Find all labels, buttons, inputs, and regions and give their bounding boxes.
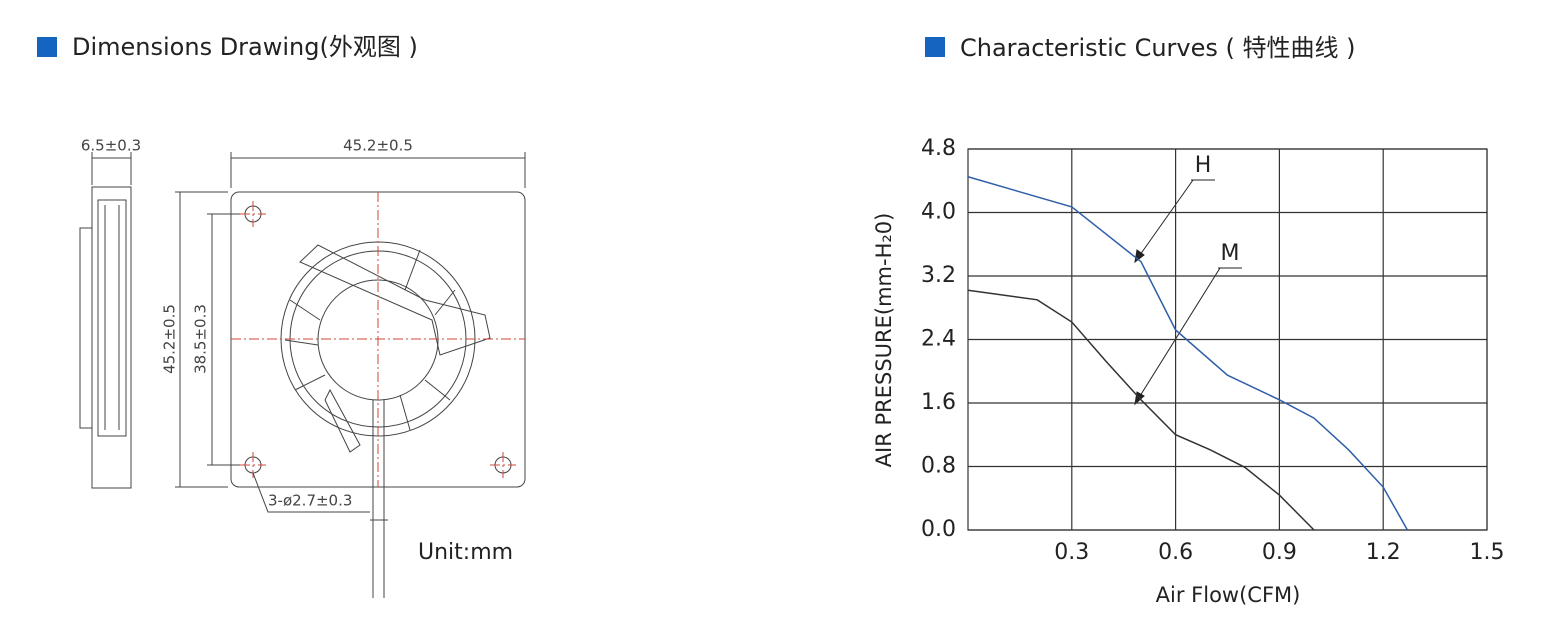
curve	[967, 176, 1409, 531]
y-tick-label: 2.4	[921, 327, 956, 352]
y-axis-label: AIR PRESSURE(mm-H₂0)	[872, 213, 896, 468]
x-tick-label: 1.2	[1366, 540, 1401, 565]
plot-frame	[967, 148, 1488, 531]
x-tick-label: 0.6	[1158, 540, 1193, 565]
title-square	[37, 37, 57, 57]
fan-drawing	[79, 152, 526, 598]
x-tick-label: 0.3	[1054, 540, 1089, 565]
x-axis-label: Air Flow(CFM)	[1156, 583, 1301, 607]
annotation: H	[1195, 153, 1212, 178]
section-title: Characteristic Curves ( 特性曲线 )	[960, 34, 1355, 62]
x-tick-label: 1.5	[1470, 540, 1505, 565]
x-tick-label: 0.9	[1262, 540, 1297, 565]
annotation-arrows	[1134, 179, 1242, 406]
unit-label: Unit:mm	[418, 540, 513, 565]
curve	[967, 289, 1315, 531]
y-tick-label: 3.2	[921, 263, 956, 288]
annotation: M	[1221, 241, 1240, 266]
dimension-label: 45.2±0.5	[343, 137, 413, 155]
y-tick-label: 1.6	[921, 390, 956, 415]
dimension-label: 45.2±0.5	[161, 304, 179, 374]
section-title: Dimensions Drawing(外观图 )	[72, 33, 418, 61]
title-square	[925, 37, 945, 57]
dimension-label: 6.5±0.3	[81, 137, 141, 155]
dimension-label: 3-ø2.7±0.3	[268, 492, 352, 510]
y-tick-label: 0.0	[921, 517, 956, 542]
y-tick-label: 4.0	[921, 200, 956, 225]
y-tick-label: 0.8	[921, 454, 956, 479]
y-tick-label: 4.8	[921, 136, 956, 161]
dimension-label: 38.5±0.3	[192, 304, 210, 374]
